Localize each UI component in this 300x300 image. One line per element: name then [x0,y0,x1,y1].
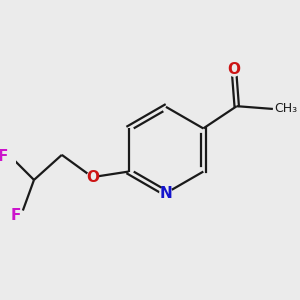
Circle shape [160,187,172,199]
Circle shape [87,172,98,183]
Circle shape [228,64,240,76]
Text: F: F [0,149,8,164]
Text: O: O [86,169,99,184]
Text: CH₃: CH₃ [274,103,297,116]
Text: F: F [10,208,21,223]
Text: O: O [227,62,240,77]
Text: N: N [160,186,172,201]
